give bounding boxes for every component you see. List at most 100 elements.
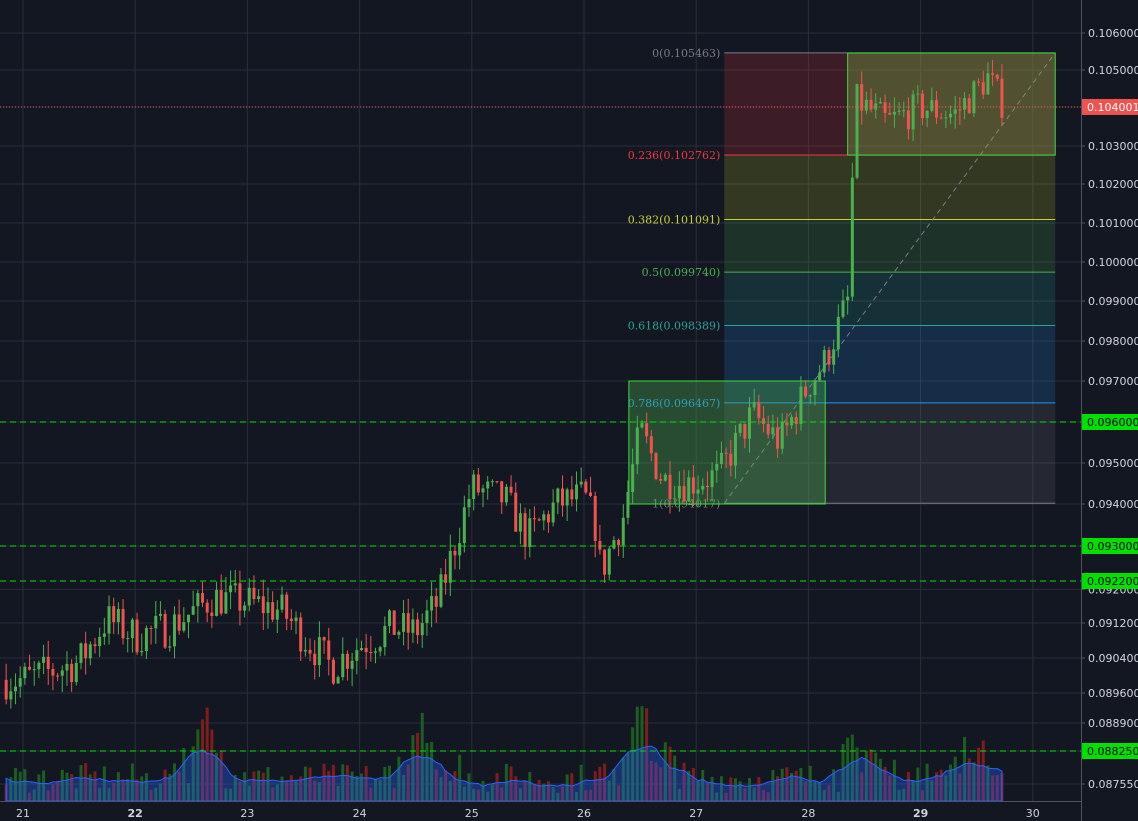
candle-body	[818, 372, 822, 381]
candle-body	[939, 117, 943, 119]
candle-body	[906, 110, 910, 130]
candle-body	[462, 507, 466, 544]
volume-bar	[546, 781, 550, 801]
volume-bar	[766, 792, 770, 801]
volume-bar	[953, 756, 957, 801]
candle-body	[719, 452, 723, 464]
fib-level-label: 0.618(0.098389)	[628, 319, 721, 332]
candle-body	[696, 489, 700, 494]
volume-bar	[126, 779, 130, 801]
volume-bar	[74, 788, 78, 801]
price-tick-label: 0.102000	[1088, 178, 1138, 191]
fib-level-label: 0.5(0.099740)	[642, 266, 721, 279]
highlight-rectangle	[628, 380, 826, 505]
candle-body	[46, 656, 50, 669]
volume-bar	[201, 719, 205, 801]
candle-body	[780, 422, 784, 449]
candle-body	[981, 82, 985, 95]
volume-bar	[691, 768, 695, 801]
candle-body	[112, 606, 116, 623]
volume-panel	[4, 706, 1004, 802]
candle-body	[79, 643, 83, 663]
volume-bar	[906, 772, 910, 801]
volume-bar	[818, 781, 822, 801]
candle-body	[925, 110, 929, 119]
volume-bar	[991, 775, 995, 801]
volume-bar	[967, 758, 971, 801]
volume-bar	[168, 773, 172, 801]
candle-body	[378, 647, 382, 652]
volume-bar	[747, 778, 751, 801]
candle-body	[598, 540, 602, 550]
candle-body	[355, 650, 359, 661]
volume-bar	[565, 774, 569, 801]
candle-body	[416, 619, 420, 636]
volume-bar	[252, 771, 256, 801]
candle-body	[668, 474, 672, 500]
candle-body	[490, 481, 494, 483]
volume-bar	[995, 775, 999, 801]
volume-bar	[958, 773, 962, 801]
volume-bar	[869, 749, 873, 801]
volume-bar	[701, 769, 705, 801]
fib-zone	[724, 325, 1056, 403]
volume-bar	[486, 791, 490, 801]
candle-body	[23, 666, 27, 679]
volume-bar	[130, 763, 134, 801]
volume-bar	[916, 767, 920, 801]
volume-bar	[635, 706, 639, 801]
candle-body	[593, 495, 597, 541]
candle-body	[738, 423, 742, 433]
candle-body	[504, 486, 508, 503]
volume-bar	[911, 780, 915, 801]
volume-bar	[406, 764, 410, 801]
volume-bar	[654, 762, 658, 801]
time-tick-label: 25	[465, 807, 479, 820]
volume-bar	[158, 783, 162, 801]
candle-body	[911, 94, 915, 130]
volume-bar	[560, 786, 564, 801]
candle-body	[892, 111, 896, 115]
candle-body	[289, 618, 293, 622]
candle-body	[467, 498, 471, 508]
volume-bar	[383, 766, 387, 801]
candle-body	[570, 489, 574, 500]
time-tick-label: 26	[577, 807, 591, 820]
volume-bar	[102, 766, 106, 801]
candle-body	[93, 644, 97, 647]
candle-body	[836, 316, 840, 350]
volume-bar	[612, 768, 616, 801]
volume-bar	[780, 768, 784, 801]
volume-bar	[771, 769, 775, 801]
volume-bar	[458, 754, 462, 801]
volume-bar	[378, 779, 382, 801]
price-tick-label: 0.094000	[1088, 498, 1138, 511]
volume-bar	[112, 782, 116, 801]
candle-body	[733, 432, 737, 466]
level-price-tag	[1082, 743, 1138, 759]
volume-bar	[841, 744, 845, 801]
candle-body	[991, 73, 995, 75]
candle-body	[28, 666, 32, 670]
candle-body	[560, 488, 564, 506]
candle-body	[841, 300, 845, 317]
candle-body	[523, 513, 527, 547]
volume-bar	[509, 766, 513, 801]
level-price-tag-label: 0.088250	[1087, 745, 1138, 758]
volume-bar	[42, 770, 46, 801]
candle-body	[434, 596, 438, 607]
candle-body	[528, 518, 532, 547]
candle-body	[855, 84, 859, 178]
volume-bar	[467, 773, 471, 801]
candle-body	[612, 540, 616, 549]
level-price-tag	[1082, 538, 1138, 554]
candle-body	[986, 73, 990, 95]
candle-body	[186, 614, 190, 623]
volume-bar	[9, 777, 13, 801]
level-price-tag-label: 0.093000	[1087, 540, 1138, 553]
volume-bar	[322, 763, 326, 801]
volume-bar	[673, 755, 677, 801]
volume-bar	[285, 780, 289, 801]
